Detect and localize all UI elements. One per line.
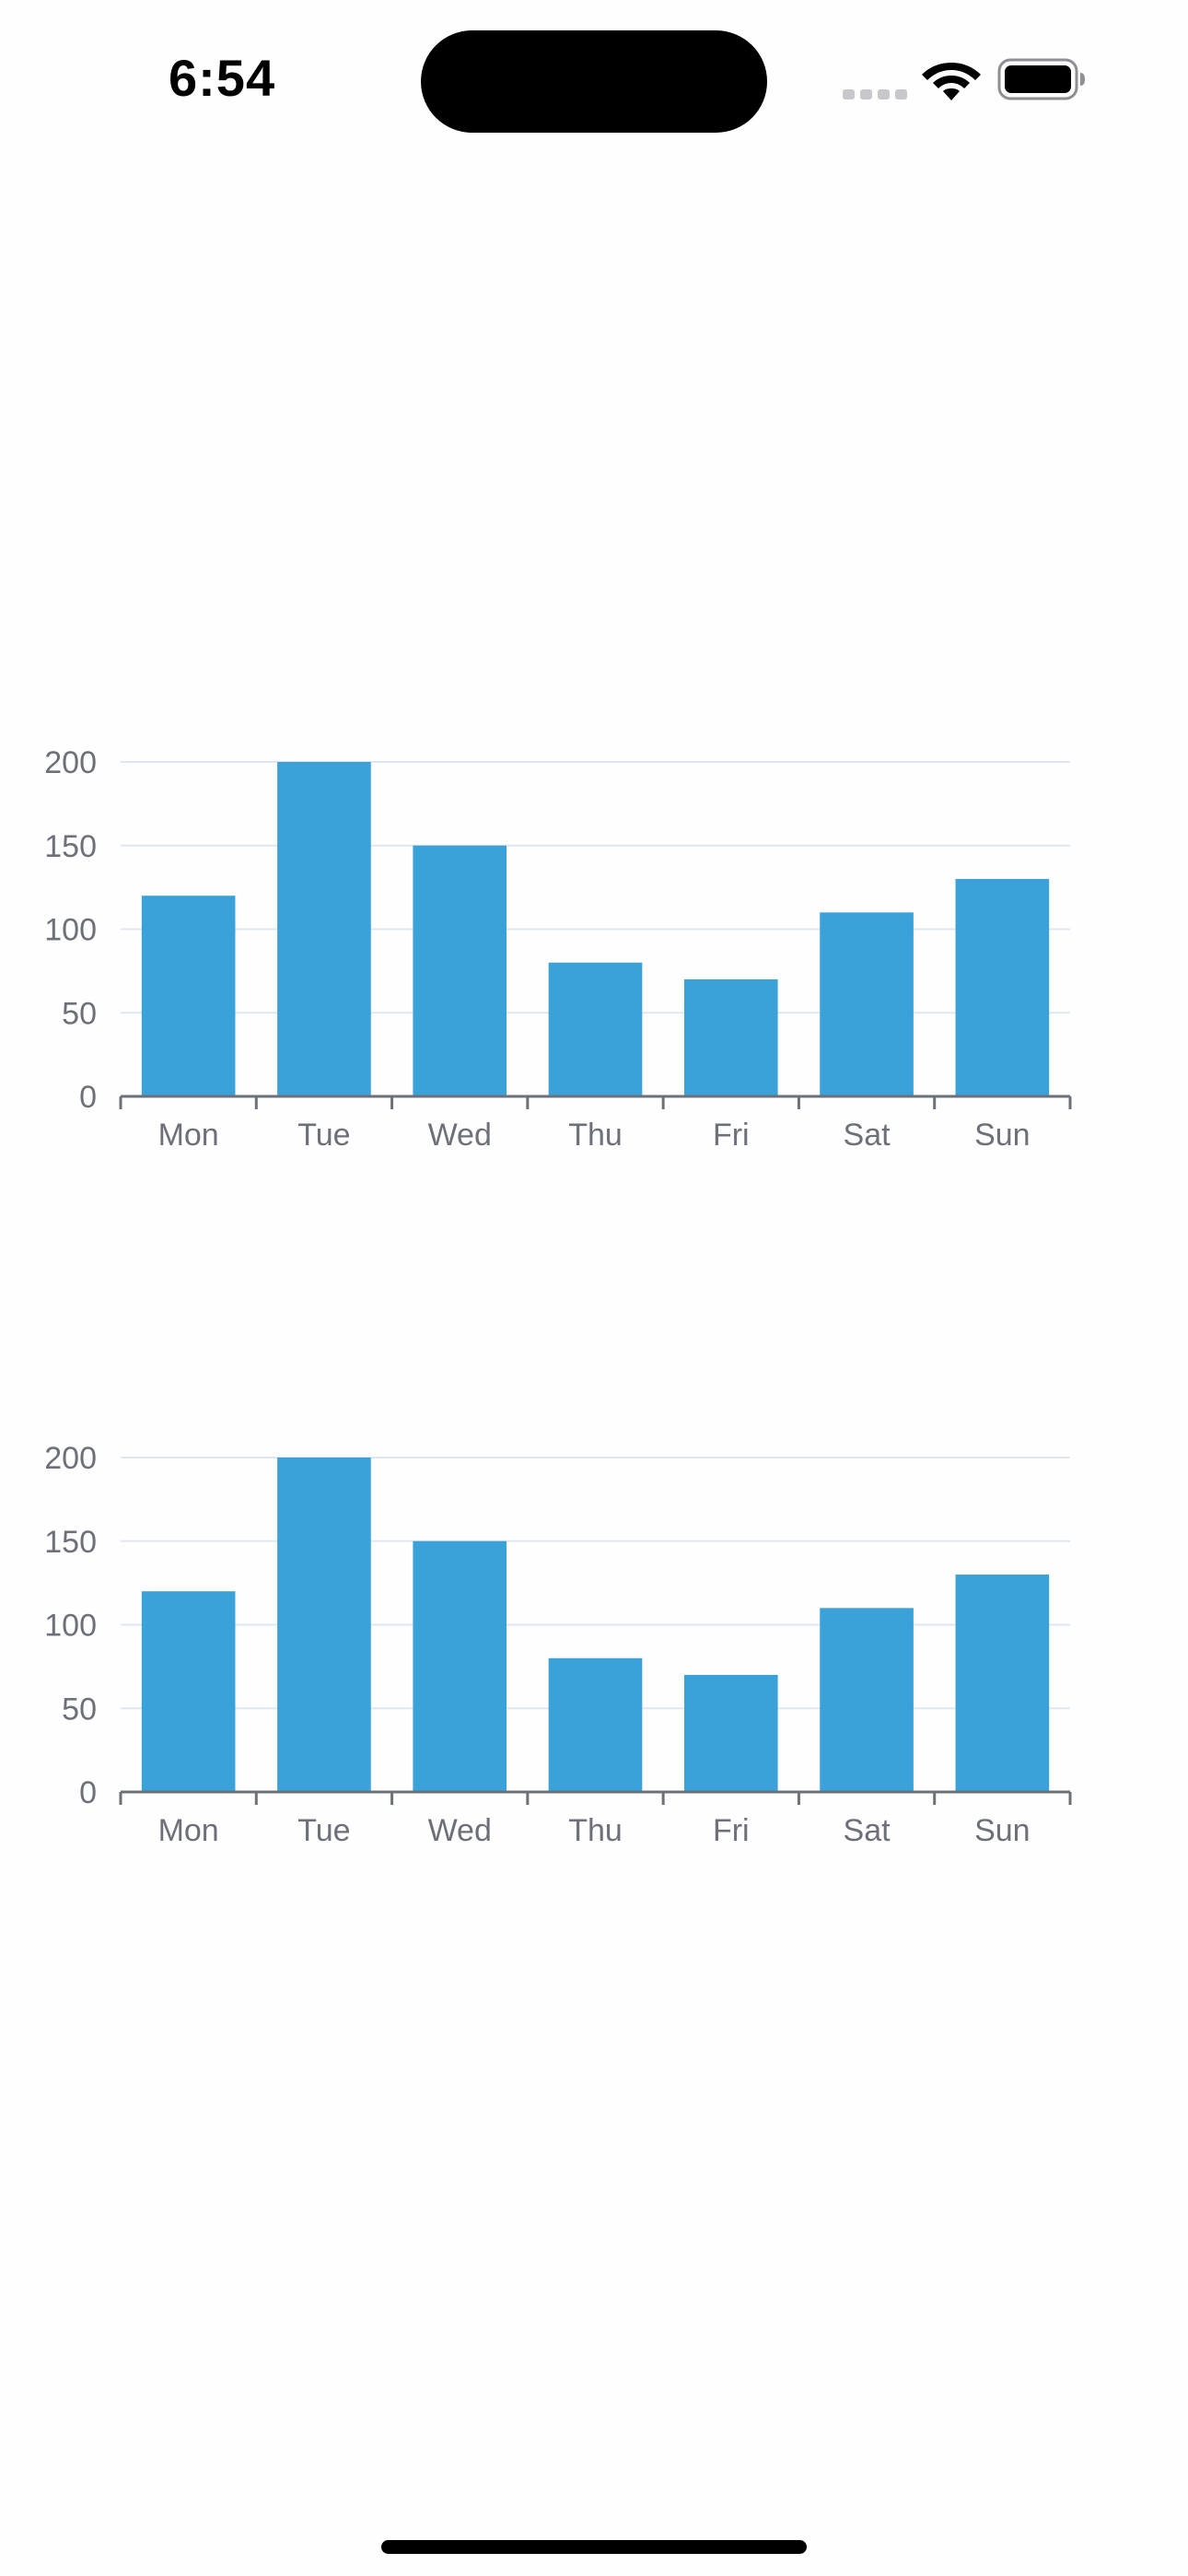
y-tick-label: 0	[79, 1775, 97, 1810]
y-tick-label: 100	[44, 1609, 97, 1644]
x-tick-label: Mon	[158, 1118, 219, 1153]
battery-icon	[997, 58, 1085, 100]
status-bar: 6:54	[0, 0, 1188, 157]
bar-sat	[820, 912, 914, 1096]
y-tick-label: 200	[44, 745, 97, 780]
y-tick-label: 50	[62, 996, 97, 1031]
bar-fri	[683, 1674, 778, 1792]
bar-thu	[548, 962, 643, 1096]
y-tick-label: 100	[44, 913, 97, 948]
x-tick-label: Sat	[844, 1813, 891, 1848]
bar-sun	[955, 879, 1050, 1096]
bar-wed	[413, 1540, 507, 1792]
home-indicator[interactable]	[381, 2540, 807, 2554]
bar-mon	[141, 1591, 236, 1792]
bar-sun	[955, 1575, 1050, 1792]
bar-tue	[277, 762, 371, 1096]
wifi-icon	[922, 63, 981, 100]
x-tick-label: Fri	[713, 1118, 750, 1153]
y-tick-label: 150	[44, 829, 97, 864]
bar-chart-1: 0 50 100 150 200 Mon Tue Wed Thu Fri Sat Sun	[0, 700, 1188, 1179]
x-tick-label: Wed	[428, 1118, 492, 1153]
x-tick-label: Sun	[974, 1813, 1031, 1848]
x-tick-label: Tue	[297, 1813, 350, 1848]
y-tick-label: 50	[62, 1692, 97, 1727]
x-tick-label: Sun	[974, 1118, 1031, 1153]
bar-chart-2-svg: 0 50 100 150 200 Mon Tue Wed Thu Fri Sat Sun	[44, 1441, 1072, 1848]
bar-chart-2: 0 50 100 150 200 Mon Tue Wed Thu Fri Sat Sun	[0, 1396, 1188, 1875]
bar-mon	[141, 896, 236, 1096]
y-tick-label: 150	[44, 1525, 97, 1560]
x-tick-label: Thu	[568, 1813, 623, 1848]
x-tick-label: Sat	[844, 1118, 891, 1153]
status-time: 6:54	[169, 49, 276, 107]
bar-fri	[683, 978, 778, 1096]
y-tick-label: 200	[44, 1441, 97, 1476]
dynamic-island	[421, 30, 767, 133]
bar-tue	[277, 1458, 371, 1792]
x-tick-label: Thu	[568, 1118, 623, 1153]
x-tick-label: Mon	[158, 1813, 219, 1848]
bar-sat	[820, 1608, 914, 1792]
bar-thu	[548, 1657, 643, 1792]
cellular-signal-icon	[843, 89, 907, 100]
x-tick-label: Wed	[428, 1813, 492, 1848]
bar-chart-1-svg: 0 50 100 150 200 Mon Tue Wed Thu Fri Sat Sun	[44, 745, 1072, 1153]
x-tick-label: Fri	[713, 1813, 750, 1848]
x-tick-label: Tue	[297, 1118, 350, 1153]
bar-wed	[413, 845, 507, 1096]
y-tick-label: 0	[79, 1080, 97, 1115]
